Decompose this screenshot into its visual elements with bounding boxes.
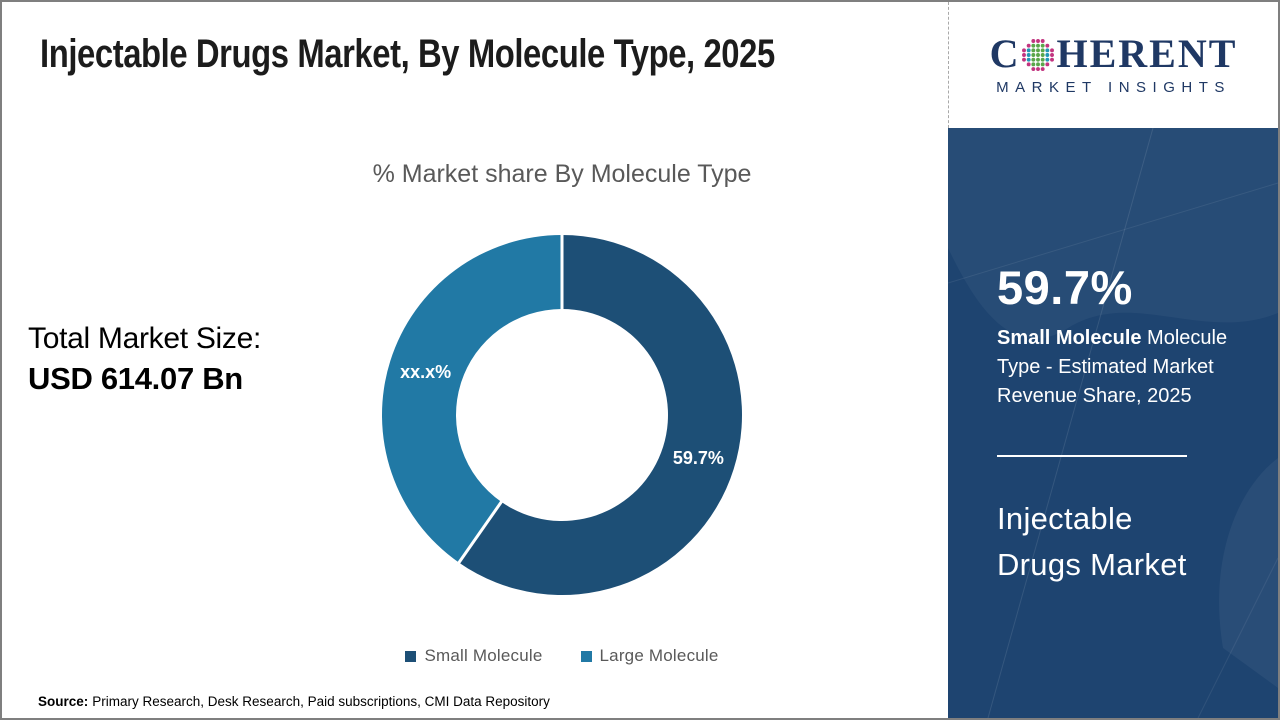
total-market-size-value: USD 614.07 Bn <box>28 361 243 396</box>
sidebar-stat-description: Small Molecule Molecule Type - Estimated… <box>997 324 1253 411</box>
brand-logo-subtitle: MARKET INSIGHTS <box>996 79 1231 96</box>
donut-slice-small-molecule <box>458 235 742 595</box>
chart-subtitle: % Market share By Molecule Type <box>372 160 752 188</box>
donut-slice-label: xx.x% <box>400 362 451 382</box>
slice-divider <box>457 500 504 565</box>
source-line: Source: Primary Research, Desk Research, … <box>38 694 550 709</box>
legend-item-large-molecule: Large Molecule <box>580 646 719 666</box>
sidebar-stat-rest: Molecule Type - Estimated Market Revenue… <box>997 327 1228 407</box>
source-text: Primary Research, Desk Research, Paid su… <box>92 694 550 709</box>
donut-slice-label: 59.7% <box>673 448 724 468</box>
total-market-size-label: Total Market Size: <box>28 322 262 355</box>
logo-letters-rest: HERENT <box>1056 31 1238 76</box>
page-title: Injectable Drugs Market, By Molecule Typ… <box>40 32 775 76</box>
market-name-line1: Injectable <box>997 501 1133 536</box>
sidebar-divider <box>997 455 1187 457</box>
highlight-sidebar: 59.7% Small Molecule Molecule Type - Est… <box>948 128 1278 718</box>
chart-legend: Small Molecule Large Molecule <box>188 646 936 666</box>
sidebar-stat-value: 59.7% <box>997 261 1133 314</box>
legend-label-large-molecule: Large Molecule <box>599 646 719 665</box>
legend-swatch-small-molecule <box>405 650 417 662</box>
donut-slice-large-molecule <box>382 235 562 563</box>
donut-chart-svg: 59.7% xx.x% <box>382 234 742 595</box>
sidebar-stat-segment: Small Molecule <box>997 327 1142 349</box>
donut-chart: 59.7% xx.x% <box>380 233 744 597</box>
world-map-texture <box>948 128 1278 718</box>
market-name-line2: Drugs Market <box>997 547 1187 582</box>
sidebar-market-name: Injectable Drugs Market <box>997 496 1187 588</box>
globe-dots-icon <box>1022 39 1055 71</box>
logo-letter-c: C <box>989 31 1021 76</box>
brand-logo: C HERENT <box>990 34 1238 74</box>
legend-swatch-large-molecule <box>580 650 592 662</box>
total-market-size-block: Total Market Size: USD 614.07 Bn <box>28 322 261 397</box>
source-label: Source: <box>38 694 89 709</box>
brand-logo-panel: C HERENT MARKET INSIGHTS <box>948 2 1278 128</box>
legend-label-small-molecule: Small Molecule <box>424 646 543 665</box>
legend-item-small-molecule: Small Molecule <box>405 646 542 666</box>
